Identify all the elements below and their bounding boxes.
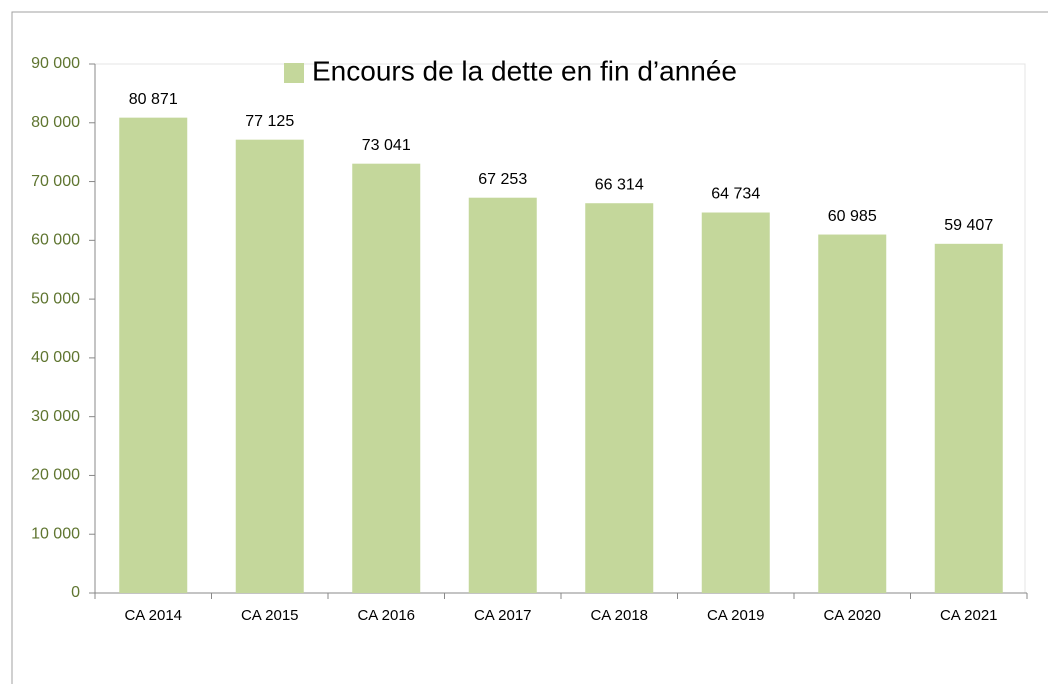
- y-tick-label: 40 000: [31, 349, 80, 366]
- x-tick-label: CA 2019: [707, 607, 765, 624]
- x-tick-label: CA 2015: [241, 607, 299, 624]
- data-label: 64 734: [711, 186, 760, 203]
- x-tick-label: CA 2017: [474, 607, 532, 624]
- bar: [818, 234, 887, 594]
- x-tick-label: CA 2016: [357, 607, 415, 624]
- bar: [235, 139, 304, 593]
- x-tick-label: CA 2018: [590, 607, 648, 624]
- bar: [119, 117, 188, 593]
- y-tick-label: 50 000: [31, 290, 80, 307]
- legend-label: Encours de la dette en fin d’année: [312, 55, 737, 86]
- bar: [934, 243, 1003, 594]
- bar: [701, 212, 770, 593]
- data-label: 73 041: [362, 137, 411, 154]
- data-label: 67 253: [478, 171, 527, 188]
- y-tick-label: 0: [71, 584, 80, 601]
- x-tick-label: CA 2021: [940, 607, 998, 624]
- y-tick-label: 10 000: [31, 525, 80, 542]
- y-tick-label: 70 000: [31, 173, 80, 190]
- y-tick-label: 60 000: [31, 232, 80, 249]
- frame: [11, 11, 1048, 684]
- y-tick-label: 90 000: [31, 55, 80, 72]
- y-tick-label: 80 000: [31, 114, 80, 131]
- x-tick-label: CA 2014: [124, 607, 182, 624]
- y-tick-label: 20 000: [31, 467, 80, 484]
- bar: [352, 163, 421, 594]
- data-label: 60 985: [828, 208, 877, 225]
- bar: [468, 197, 537, 593]
- bar: [585, 203, 654, 593]
- legend-swatch: [284, 63, 304, 83]
- data-label: 66 314: [595, 176, 644, 193]
- data-label: 59 407: [944, 217, 993, 234]
- y-tick-label: 30 000: [31, 408, 80, 425]
- data-label: 77 125: [245, 113, 294, 130]
- x-tick-label: CA 2020: [823, 607, 881, 624]
- data-label: 80 871: [129, 91, 178, 108]
